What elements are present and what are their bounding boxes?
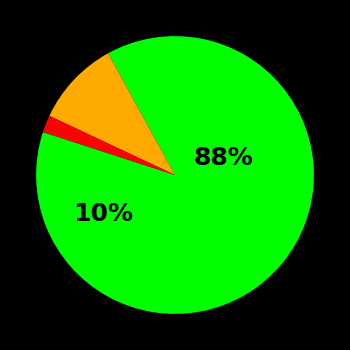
Wedge shape: [49, 53, 175, 175]
Wedge shape: [36, 36, 314, 314]
Text: 88%: 88%: [194, 146, 253, 170]
Text: 10%: 10%: [73, 202, 133, 226]
Wedge shape: [43, 116, 175, 175]
